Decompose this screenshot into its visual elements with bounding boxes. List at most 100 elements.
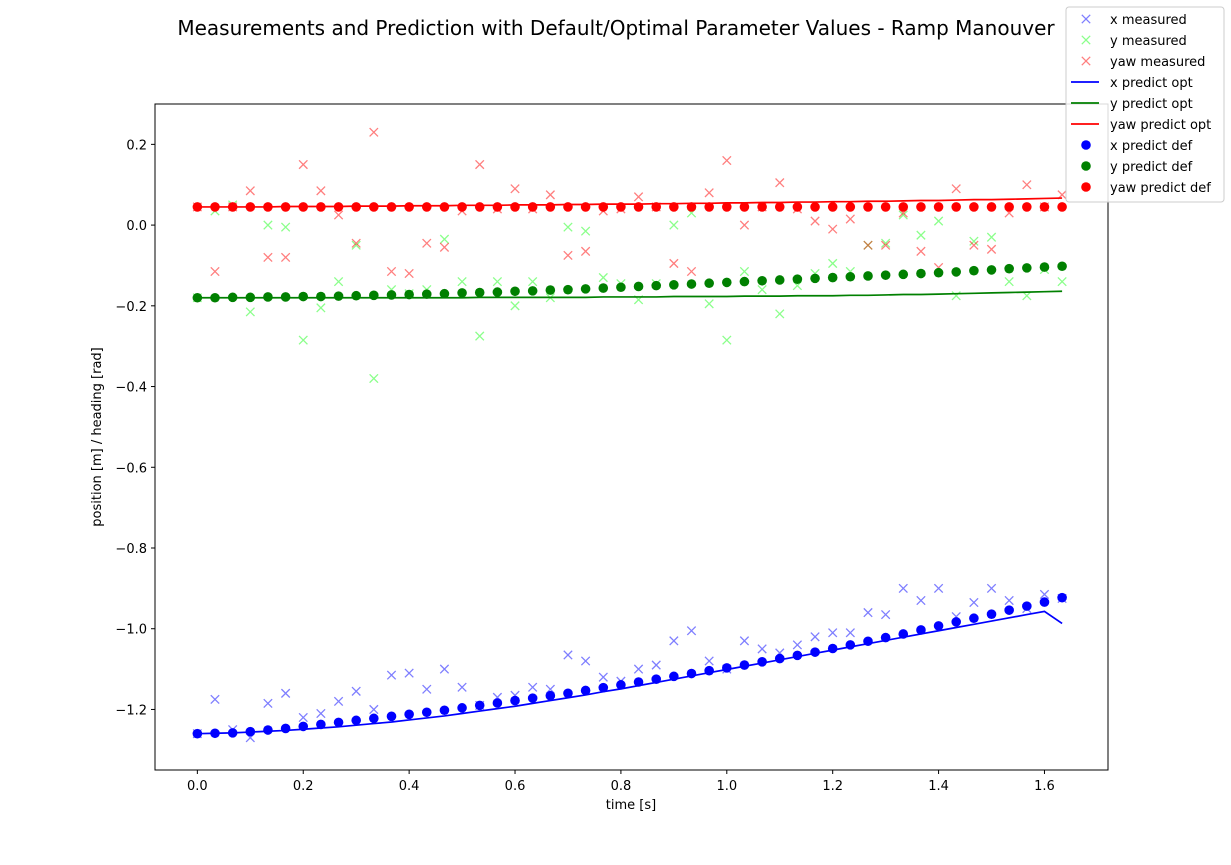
y-predict-def-point	[1057, 261, 1067, 272]
series-yaw-predict-def	[192, 202, 1067, 212]
yaw-predict-def-point	[651, 202, 662, 212]
x-measured-point	[457, 682, 467, 692]
y-predict-def-point	[863, 271, 873, 281]
y-measured-point	[1057, 276, 1067, 287]
x-predict-def-point	[845, 640, 856, 650]
yaw-predict-def-point	[510, 202, 520, 212]
y-predict-def-point	[510, 286, 520, 297]
y-predict-def-point	[580, 284, 591, 294]
yaw-predict-def-point	[439, 202, 450, 212]
y-measured-point	[704, 299, 714, 309]
yaw-predict-def-point	[1022, 202, 1032, 212]
yaw-predict-def-point	[933, 202, 944, 212]
x-predict-def-point	[722, 663, 732, 673]
y-predict-def-point	[739, 276, 750, 287]
x-predict-def-point	[474, 700, 485, 711]
y-measured-point	[1004, 276, 1014, 287]
y-measured-point	[245, 307, 255, 317]
y-predict-def-point	[916, 268, 926, 279]
yaw-measured-point	[722, 155, 732, 166]
yaw-predict-def-point	[227, 202, 238, 212]
legend-item: x predict opt	[1071, 76, 1193, 91]
y-measured-point	[333, 276, 344, 287]
yaw-predict-def-point	[421, 202, 432, 212]
x-measured-point	[633, 664, 644, 674]
yaw-predict-def-point	[704, 202, 714, 212]
x-measured-point	[880, 609, 891, 620]
x-measured-point	[757, 644, 767, 654]
legend-item: y predict opt	[1071, 97, 1193, 112]
x-measured-point	[739, 636, 750, 646]
yaw-predict-opt-line	[197, 197, 1063, 208]
y-measured-point	[598, 272, 608, 283]
y-predict-def-point	[686, 279, 697, 289]
x-measured-point	[898, 583, 908, 594]
y-predict-def-point	[192, 292, 203, 303]
x-predict-def-point	[351, 715, 361, 726]
yaw-predict-def-point	[457, 202, 467, 212]
y-predict-def-point	[298, 291, 309, 302]
y-measured-point	[475, 331, 485, 341]
y-measured-point	[439, 234, 450, 244]
y-predict-def-point	[1004, 263, 1014, 274]
y-predict-opt-line	[197, 290, 1063, 299]
x-predict-def-point	[298, 721, 309, 732]
yaw-predict-def-point	[245, 202, 256, 212]
x-predict-def-point	[386, 711, 397, 722]
yaw-predict-def-point	[280, 202, 291, 212]
y-measured-point	[916, 230, 926, 240]
x-predict-def-point	[863, 636, 873, 647]
y-tick-label: −1.0	[115, 623, 147, 638]
yaw-predict-def-point	[263, 202, 273, 212]
x-predict-def-point	[827, 643, 838, 654]
y-predict-def-point	[757, 275, 767, 286]
y-measured-point	[316, 303, 326, 313]
legend-item: x predict def	[1081, 139, 1193, 154]
legend-label: yaw measured	[1110, 55, 1205, 70]
x-measured-point	[316, 708, 326, 719]
x-measured-point	[386, 670, 397, 680]
yaw-predict-def-point	[492, 202, 503, 212]
yaw-predict-def-point	[369, 202, 379, 212]
yaw-predict-def-point	[951, 202, 962, 212]
series-x-measured	[192, 583, 1067, 743]
yaw-predict-def-point	[192, 202, 203, 212]
y-tick-label: 0.0	[126, 219, 147, 234]
x-measured-point	[598, 672, 608, 682]
x-predict-def-point	[898, 629, 909, 639]
yaw-predict-def-point	[722, 202, 732, 212]
yaw-predict-def-point	[527, 202, 538, 212]
yaw-measured-point	[775, 178, 785, 188]
yaw-predict-def-point	[316, 202, 326, 212]
y-predict-def-point	[810, 273, 820, 284]
yaw-measured-point	[298, 159, 308, 170]
x-measured-point	[404, 668, 414, 678]
y-measured-point	[369, 373, 379, 384]
yaw-measured-point	[704, 188, 714, 198]
yaw-measured-point	[439, 242, 450, 252]
yaw-predict-def-point	[739, 202, 750, 212]
x-predict-def-point	[280, 723, 291, 734]
yaw-predict-def-point	[1057, 202, 1067, 212]
x-predict-def-point	[969, 613, 979, 624]
series-yaw-predict-opt	[197, 197, 1063, 208]
y-predict-def-point	[827, 272, 838, 283]
yaw-predict-def-point	[774, 202, 785, 212]
x-predict-def-point	[492, 698, 503, 708]
legend-swatch	[1081, 14, 1091, 24]
legend-item: y predict def	[1081, 160, 1193, 175]
legend-label: y predict def	[1110, 160, 1193, 175]
y-tick-label: −0.4	[115, 381, 147, 396]
yaw-measured-point	[563, 250, 573, 261]
y-predict-def-point	[722, 277, 732, 288]
x-measured-point	[580, 656, 591, 666]
y-predict-def-point	[210, 292, 220, 303]
x-predict-def-point	[563, 688, 573, 699]
yaw-measured-point	[263, 252, 273, 263]
x-predict-def-point	[704, 665, 714, 676]
x-predict-def-point	[510, 695, 520, 706]
series-y-predict-def	[192, 261, 1067, 303]
x-predict-def-point	[404, 709, 414, 720]
x-predict-def-point	[880, 632, 891, 643]
y-predict-def-point	[1022, 263, 1032, 273]
